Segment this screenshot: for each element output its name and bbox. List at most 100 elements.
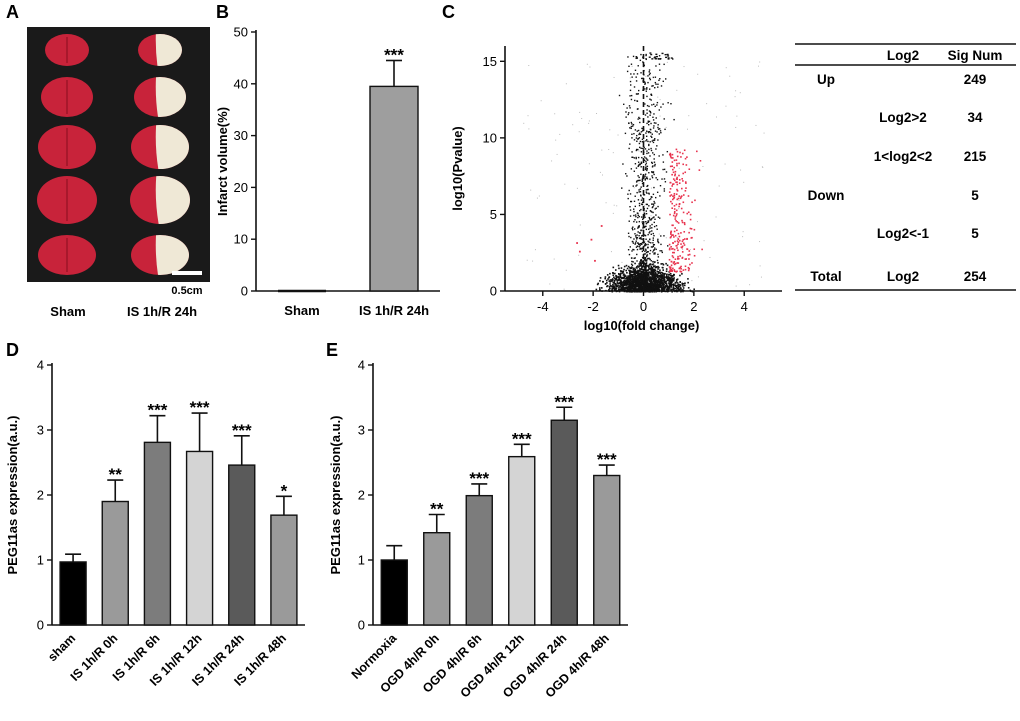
volcano-point [648, 144, 650, 147]
volcano-point-faint [758, 65, 760, 67]
volcano-point [648, 71, 650, 73]
volcano-point-faint [530, 189, 532, 191]
volcano-point [654, 281, 657, 284]
volcano-point [666, 279, 669, 281]
volcano-point [635, 93, 638, 95]
volcano-point [633, 274, 636, 276]
volcano-point [642, 235, 645, 237]
table-header: Log2 [887, 48, 919, 63]
volcano-point [645, 286, 648, 288]
volcano-point-up [669, 154, 672, 157]
volcano-point [640, 279, 643, 282]
volcano-point [641, 272, 643, 274]
volcano-point [633, 132, 635, 135]
volcano-point [649, 219, 651, 221]
volcano-point-up [676, 178, 678, 181]
volcano-point-faint [638, 150, 640, 152]
volcano-point [602, 280, 604, 283]
volcano-point [652, 279, 655, 282]
volcano-point [655, 55, 658, 58]
volcano-point [646, 159, 649, 161]
volcano-point [644, 274, 646, 277]
volcano-point [650, 233, 652, 235]
volcano-point-up [677, 238, 680, 240]
volcano-point [644, 179, 646, 181]
volcano-point [623, 288, 625, 290]
volcano-point [609, 280, 611, 283]
volcano-point [656, 259, 659, 262]
volcano-point [606, 274, 609, 276]
volcano-point [643, 258, 646, 261]
volcano-point [650, 260, 652, 262]
volcano-point-up [676, 213, 678, 215]
volcano-point [651, 206, 654, 209]
volcano-point [662, 269, 665, 271]
volcano-point-faint [596, 112, 598, 114]
volcano-point [682, 285, 684, 287]
volcano-point-up [687, 195, 690, 197]
volcano-point [662, 263, 664, 265]
volcano-point [663, 277, 665, 280]
volcano-point [658, 55, 661, 57]
volcano-point [652, 85, 654, 87]
volcano-point-up [673, 210, 676, 213]
volcano-point [649, 285, 651, 287]
volcano-point [611, 280, 613, 282]
volcano-point [644, 114, 647, 116]
y-tick-label: 3 [37, 423, 44, 438]
volcano-point [645, 132, 647, 134]
volcano-point [631, 76, 633, 78]
volcano-point-faint [743, 181, 745, 183]
volcano-point [649, 230, 651, 233]
volcano-point [670, 281, 673, 284]
volcano-point [673, 118, 675, 121]
volcano-point [637, 216, 639, 219]
volcano-point [638, 273, 641, 276]
volcano-point [644, 167, 647, 169]
volcano-point [678, 288, 680, 291]
volcano-point [653, 244, 656, 246]
panel-a-brain-slices: 0.5cm Sham IS 1h/R 24h [27, 27, 210, 319]
volcano-point [646, 139, 648, 141]
volcano-point [661, 52, 664, 55]
volcano-point [632, 242, 635, 244]
volcano-point [641, 270, 643, 273]
volcano-point [632, 276, 635, 278]
volcano-point [650, 196, 653, 198]
volcano-point [659, 69, 661, 71]
volcano-point-up [670, 264, 673, 267]
volcano-point [679, 281, 682, 283]
volcano-point [645, 222, 648, 225]
volcano-point [645, 53, 647, 56]
volcano-point [643, 287, 646, 290]
volcano-point [636, 140, 638, 142]
volcano-point [653, 249, 656, 251]
volcano-point [640, 186, 642, 188]
volcano-point [639, 163, 641, 165]
volcano-point [649, 267, 651, 270]
volcano-point [625, 116, 627, 118]
volcano-point-faint [645, 75, 647, 77]
volcano-point [640, 166, 642, 168]
volcano-point [620, 282, 623, 285]
volcano-point [658, 63, 661, 65]
volcano-point-up [681, 187, 683, 190]
volcano-point [630, 287, 633, 290]
volcano-point [650, 269, 653, 272]
volcano-point [640, 208, 642, 211]
volcano-point [652, 171, 655, 174]
volcano-point [631, 278, 634, 281]
volcano-point [637, 272, 639, 275]
volcano-point [647, 257, 649, 260]
volcano-point [634, 235, 637, 237]
volcano-point [635, 215, 637, 218]
volcano-point [635, 240, 637, 242]
volcano-point-up [681, 257, 684, 259]
volcano-point [641, 177, 644, 179]
volcano-point [649, 227, 651, 229]
volcano-point [635, 185, 637, 187]
group-label-is: IS 1h/R 24h [127, 304, 197, 319]
volcano-point [642, 284, 644, 287]
volcano-point-faint [715, 116, 717, 118]
